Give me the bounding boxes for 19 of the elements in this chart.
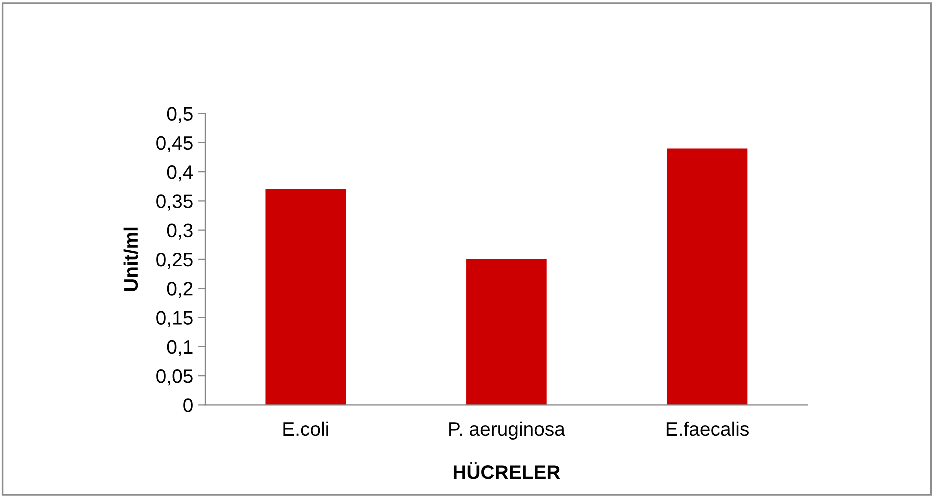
y-tick-label: 0,5 [167,107,193,124]
x-axis-title: HÜCRELER [454,462,560,480]
bar [466,259,547,406]
x-tick-label: E.coli [284,422,328,436]
x-tick-label: E.faecalis [666,422,749,436]
y-axis-title: Unit/ml [124,228,138,292]
bar [667,148,748,406]
y-tick-label: 0,05 [156,370,193,386]
y-tick-label: 0,45 [156,136,193,152]
bar [266,190,346,406]
y-tick-label: 0,4 [167,166,194,182]
y-tick-label: 0,15 [156,311,193,328]
y-tick-label: 0,3 [167,224,193,240]
y-tick-label: 0,35 [156,194,193,211]
y-tick-label: 0 [184,398,193,412]
y-tick-label: 0,25 [156,252,193,270]
y-tick-label: 0,2 [167,282,193,298]
y-tick-label: 0,1 [167,340,193,356]
x-tick-label: P. aeruginosa [450,422,566,440]
